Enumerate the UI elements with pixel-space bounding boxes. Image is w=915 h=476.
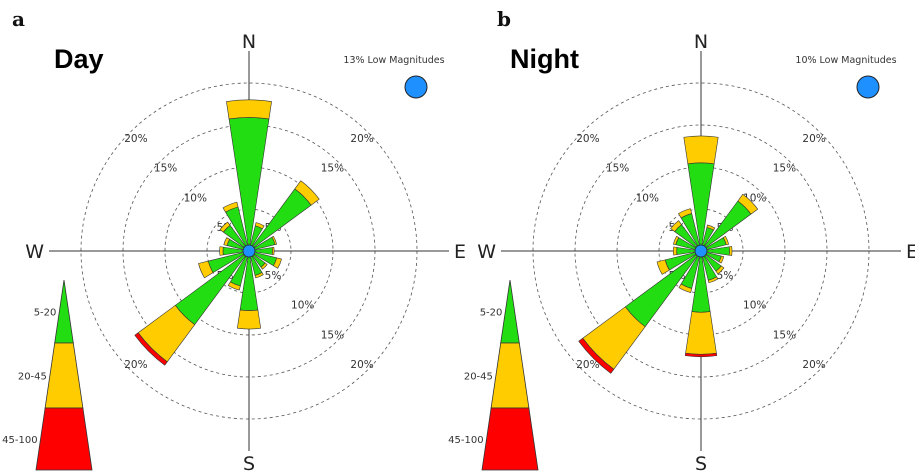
petal-nw-20-45 (219, 221, 231, 233)
legend-block-5-20 (54, 279, 74, 344)
petal-nw-20-45 (670, 220, 682, 232)
ring-label-15pct: 15% (773, 163, 796, 175)
petal-se-20-45 (715, 265, 725, 275)
petal-w-20-45 (673, 246, 678, 256)
petal-ene-20-45 (722, 235, 729, 246)
legend-label-5-20: 5-20 (34, 308, 57, 319)
petal-s-45-100 (684, 352, 718, 358)
ring-label-20pct: 20% (576, 359, 599, 371)
ring-label-10pct: 10% (636, 192, 659, 204)
petal-w-20-45 (219, 246, 224, 256)
petal-ese-20-45 (273, 257, 282, 269)
petal-wnw-20-45 (673, 235, 680, 246)
petal-ese-20-45 (718, 255, 725, 264)
ring-label-15pct: 15% (773, 329, 796, 341)
legend-block-20-45 (490, 342, 530, 409)
compass-label-n: N (242, 31, 256, 53)
low-magnitudes-circle (404, 75, 428, 99)
ring-label-20pct: 20% (124, 359, 147, 371)
wind-petals (134, 99, 320, 366)
compass-label-w: W (25, 241, 44, 263)
ring-label-5pct: 5% (717, 270, 734, 282)
legend-block-5-20 (500, 279, 520, 344)
day-wind-rose-panel: a Day 5%5%5%5%10%10%10%10%15%15%15%15%20… (2, 7, 466, 475)
ring-label-20pct: 20% (124, 133, 147, 145)
legend-label-5-20: 5-20 (480, 308, 503, 319)
petal-sse-20-45 (254, 272, 264, 279)
panel-letter-b: b (497, 7, 511, 31)
petal-nnw-20-45 (222, 201, 239, 213)
petal-sw-45-100 (578, 337, 615, 374)
panel-title-day: Day (54, 44, 104, 74)
petal-ssw-20-45 (227, 281, 241, 291)
low-magnitudes-circle (856, 75, 880, 99)
panel-letter-a: a (12, 7, 25, 31)
petal-e-20-45 (728, 246, 733, 256)
panel-title-night: Night (510, 44, 579, 74)
ring-label-15pct: 15% (606, 163, 629, 175)
petal-e-20-45 (271, 246, 275, 256)
petal-n-20-45 (683, 135, 719, 165)
speed-legend: 5-20 20-45 45-100 (448, 279, 539, 471)
petal-ssw-20-45 (678, 283, 693, 293)
petal-nne-20-45 (706, 224, 716, 231)
petal-ene-20-45 (271, 235, 277, 245)
petal-sse-20-45 (707, 276, 719, 284)
ring-label-20pct: 20% (802, 359, 825, 371)
compass-label-s: S (695, 453, 707, 475)
legend-label-45-100: 45-100 (2, 435, 37, 446)
legend-block-45-100 (35, 407, 93, 471)
ring-label-15pct: 15% (321, 329, 344, 341)
compass-label-n: N (694, 31, 708, 53)
petal-s-20-45 (685, 311, 717, 355)
petal-sw-45-100 (134, 332, 168, 366)
compass-label-e: E (454, 241, 466, 263)
petal-nnw-20-45 (678, 208, 693, 219)
petal-ne-20-45 (737, 193, 759, 215)
speed-legend: 5-20 20-45 45-100 (2, 279, 93, 471)
ring-label-15pct: 15% (154, 163, 177, 175)
ring-label-10pct: 10% (184, 192, 207, 204)
legend-block-20-45 (44, 342, 84, 409)
petal-wnw-20-45 (223, 237, 230, 246)
wind-petals (578, 135, 759, 374)
petal-s-20-45 (237, 309, 261, 330)
center-dot (694, 244, 708, 258)
night-wind-rose-panel: b Night 5%5%5%5%10%10%10%10%15%15%15%15%… (448, 7, 915, 475)
compass-label-e: E (906, 241, 915, 263)
petal-n-20-45 (226, 99, 272, 120)
petal-wsw-20-45 (656, 259, 670, 275)
petal-wsw-20-45 (198, 260, 214, 279)
petal-ne-20-45 (294, 180, 320, 206)
ring-label-20pct: 20% (350, 359, 373, 371)
low-magnitudes-label: 13% Low Magnitudes (343, 55, 444, 66)
compass-label-w: W (477, 241, 496, 263)
legend-label-45-100: 45-100 (448, 435, 483, 446)
ring-label-5pct: 5% (265, 270, 282, 282)
petal-nne-20-45 (254, 222, 265, 230)
ring-label-10pct: 10% (291, 300, 314, 312)
ring-label-10pct: 10% (743, 300, 766, 312)
center-dot (242, 244, 256, 258)
ring-label-20pct: 20% (350, 133, 373, 145)
petal-ne-5-20 (251, 188, 312, 249)
legend-label-20-45: 20-45 (18, 372, 47, 383)
ring-label-20pct: 20% (802, 133, 825, 145)
legend-label-20-45: 20-45 (464, 372, 493, 383)
low-magnitudes-label: 10% Low Magnitudes (795, 55, 896, 66)
legend-block-45-100 (481, 407, 539, 471)
compass-label-s: S (243, 453, 255, 475)
ring-label-20pct: 20% (576, 133, 599, 145)
ring-label-15pct: 15% (321, 163, 344, 175)
petal-se-20-45 (260, 262, 268, 270)
